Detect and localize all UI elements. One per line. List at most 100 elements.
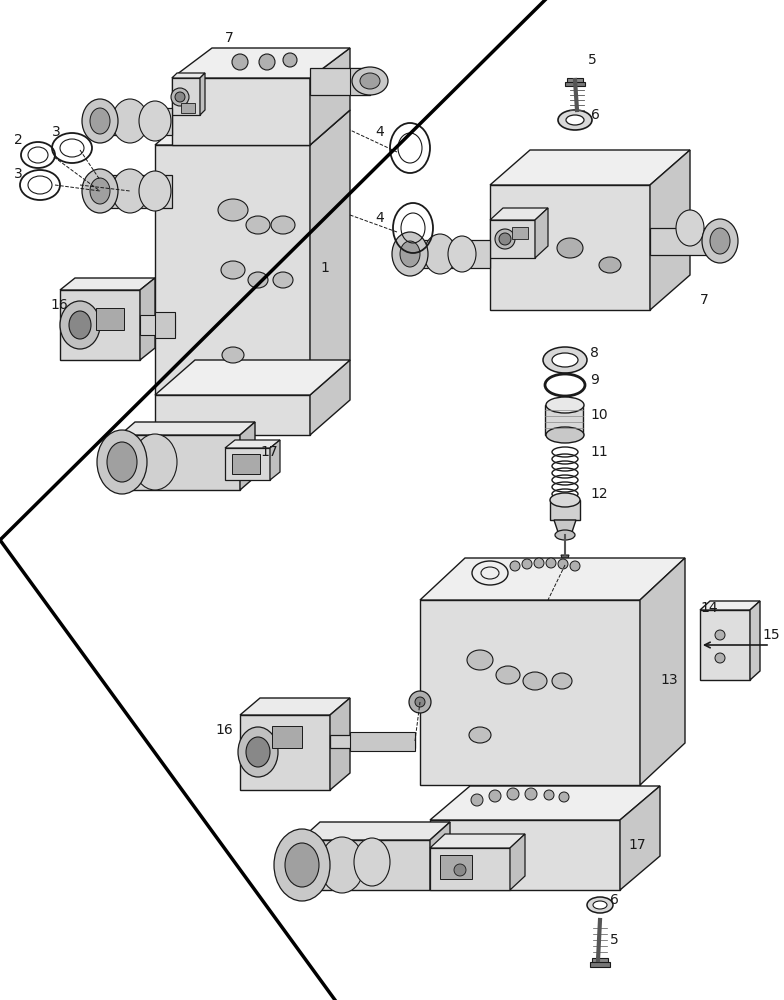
Text: 4: 4 [375, 125, 383, 139]
Polygon shape [650, 150, 690, 310]
Bar [272, 726, 302, 748]
Ellipse shape [222, 347, 244, 363]
Text: 3: 3 [14, 167, 23, 181]
Polygon shape [172, 73, 205, 78]
Polygon shape [554, 520, 576, 535]
Ellipse shape [69, 311, 91, 339]
Circle shape [415, 697, 425, 707]
Circle shape [409, 691, 431, 713]
Bar [440, 855, 472, 879]
Polygon shape [750, 601, 760, 680]
Polygon shape [100, 175, 172, 208]
Polygon shape [172, 48, 350, 78]
Ellipse shape [60, 301, 100, 349]
Polygon shape [172, 78, 310, 145]
Polygon shape [300, 822, 450, 840]
Circle shape [715, 630, 725, 640]
Ellipse shape [587, 897, 613, 913]
Polygon shape [240, 422, 255, 490]
Circle shape [259, 54, 275, 70]
Ellipse shape [546, 427, 584, 443]
Circle shape [525, 788, 537, 800]
Text: 5: 5 [588, 53, 597, 67]
Ellipse shape [246, 737, 270, 767]
Ellipse shape [448, 236, 476, 272]
Ellipse shape [112, 99, 148, 143]
Ellipse shape [90, 108, 110, 134]
Polygon shape [590, 962, 610, 967]
Ellipse shape [133, 434, 177, 490]
Text: 11: 11 [590, 445, 608, 459]
Polygon shape [310, 48, 350, 145]
Ellipse shape [82, 99, 118, 143]
Ellipse shape [352, 67, 388, 95]
Polygon shape [430, 786, 660, 820]
Polygon shape [200, 73, 205, 115]
Ellipse shape [392, 232, 428, 276]
Polygon shape [225, 440, 280, 448]
Polygon shape [545, 405, 583, 435]
Ellipse shape [112, 169, 148, 213]
Polygon shape [430, 848, 510, 890]
Ellipse shape [599, 257, 621, 273]
Circle shape [559, 792, 569, 802]
Circle shape [534, 558, 544, 568]
Ellipse shape [543, 347, 587, 373]
Ellipse shape [702, 219, 738, 263]
Polygon shape [172, 78, 200, 115]
Polygon shape [490, 208, 548, 220]
Polygon shape [300, 840, 430, 890]
Polygon shape [430, 834, 525, 848]
Polygon shape [430, 822, 450, 890]
Polygon shape [330, 698, 350, 790]
Circle shape [570, 561, 580, 571]
Polygon shape [225, 448, 270, 480]
Polygon shape [620, 786, 660, 890]
Ellipse shape [139, 171, 171, 211]
Text: 6: 6 [610, 893, 619, 907]
Ellipse shape [552, 353, 578, 367]
Text: 7: 7 [225, 31, 234, 45]
Ellipse shape [710, 228, 730, 254]
Polygon shape [350, 68, 370, 95]
Polygon shape [270, 440, 280, 480]
Circle shape [471, 794, 483, 806]
Polygon shape [700, 610, 750, 680]
Circle shape [171, 88, 189, 106]
Circle shape [499, 233, 511, 245]
Circle shape [489, 790, 501, 802]
Text: 8: 8 [590, 346, 599, 360]
Polygon shape [550, 500, 580, 520]
Text: 5: 5 [610, 933, 619, 947]
Text: 16: 16 [215, 723, 233, 737]
Ellipse shape [248, 272, 268, 288]
Polygon shape [561, 555, 569, 565]
Text: 10: 10 [590, 408, 608, 422]
Ellipse shape [467, 650, 493, 670]
Text: 14: 14 [700, 601, 717, 615]
Polygon shape [120, 422, 255, 435]
Ellipse shape [274, 829, 330, 901]
Ellipse shape [107, 442, 137, 482]
Polygon shape [350, 732, 415, 751]
Polygon shape [155, 360, 350, 395]
Circle shape [510, 561, 520, 571]
Ellipse shape [320, 837, 364, 893]
Ellipse shape [593, 901, 607, 909]
Polygon shape [310, 360, 350, 435]
Polygon shape [100, 108, 172, 135]
Text: 13: 13 [660, 673, 677, 687]
Ellipse shape [424, 234, 456, 274]
Circle shape [507, 788, 519, 800]
Ellipse shape [550, 493, 580, 507]
Polygon shape [155, 110, 350, 145]
Polygon shape [490, 185, 650, 310]
Polygon shape [310, 68, 370, 95]
Circle shape [454, 864, 466, 876]
Text: 3: 3 [52, 125, 60, 139]
Ellipse shape [221, 261, 245, 279]
Text: 1: 1 [320, 261, 328, 275]
Polygon shape [640, 558, 685, 785]
Circle shape [546, 558, 556, 568]
Polygon shape [240, 715, 330, 790]
